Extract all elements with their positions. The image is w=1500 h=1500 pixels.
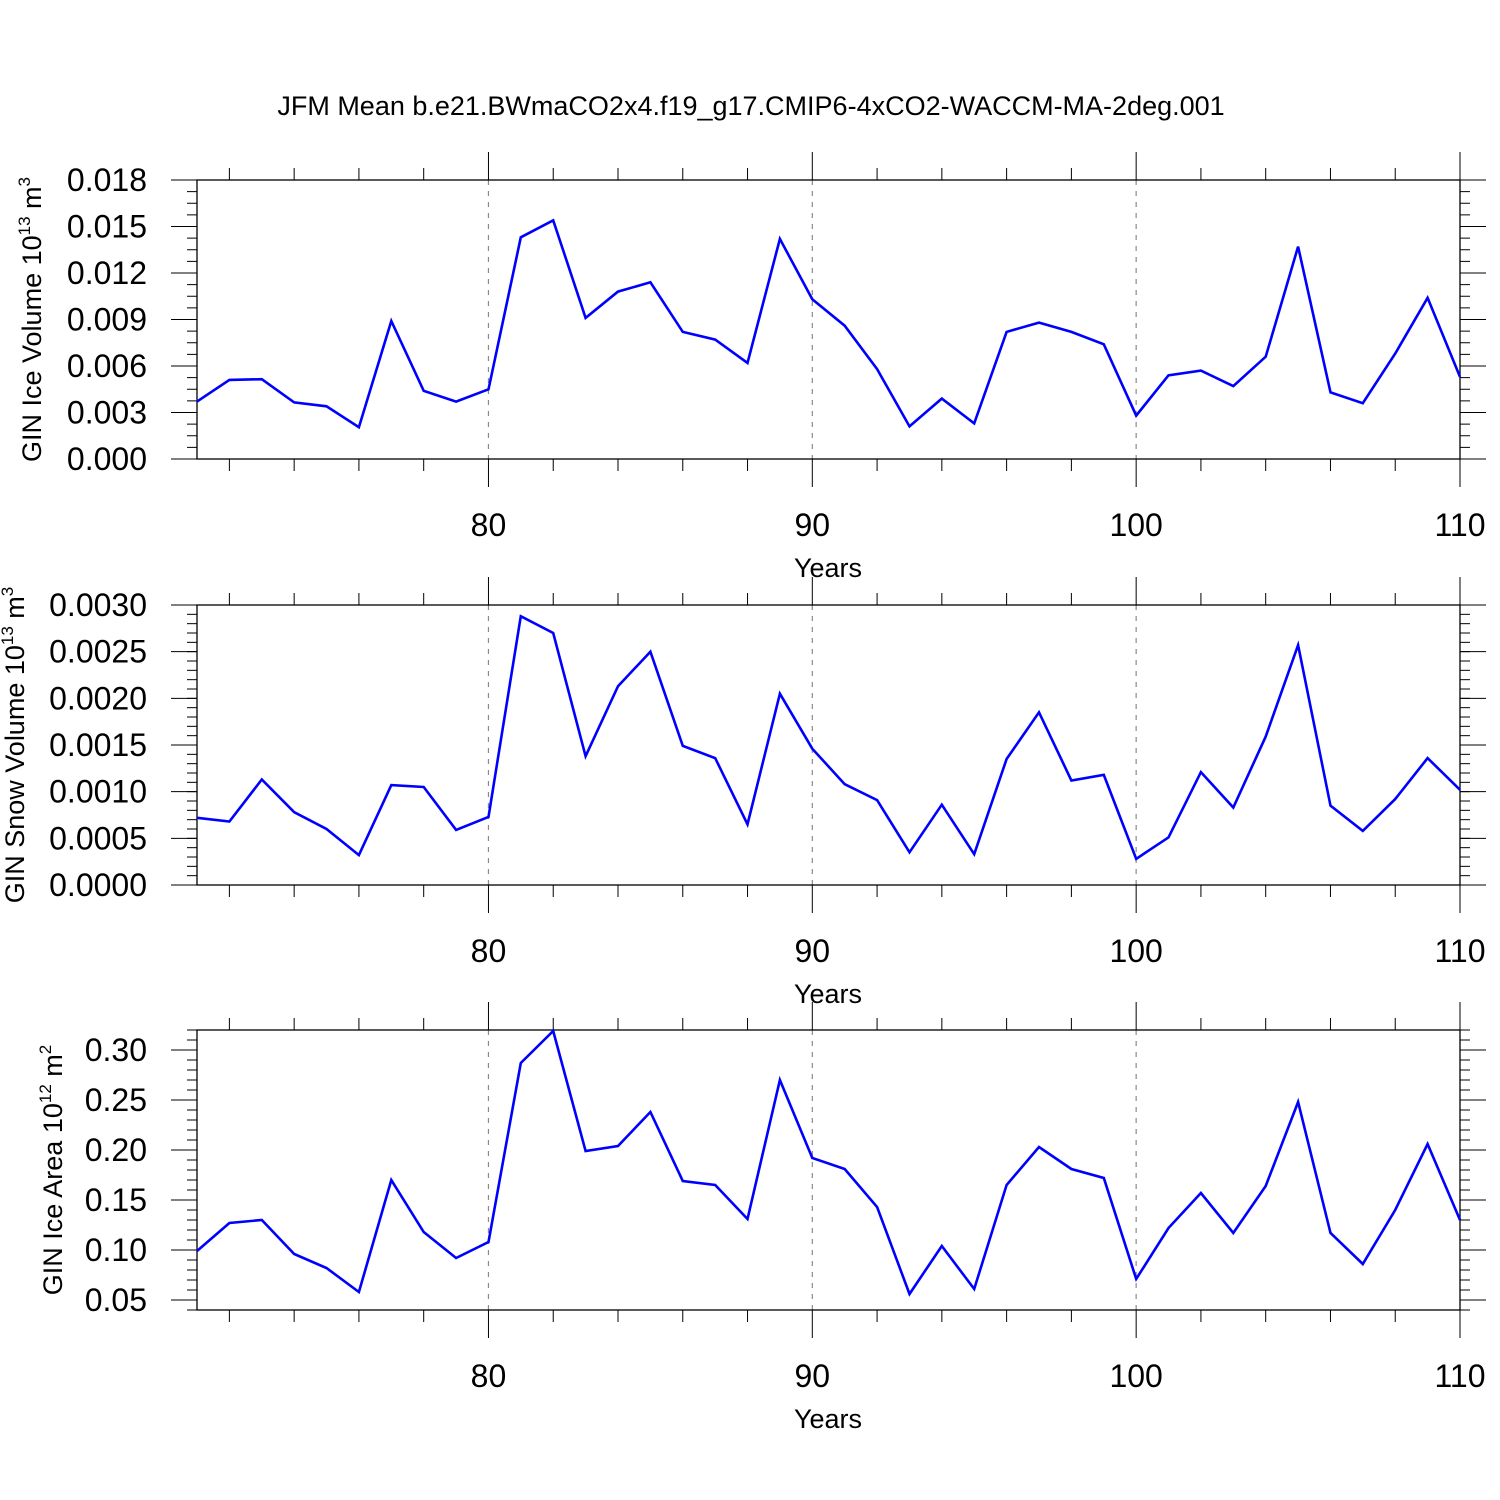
y-tick-label: 0.20 [85, 1132, 147, 1168]
x-tick-label: 110 [1434, 933, 1485, 969]
panels: 80 90 100 110 0.000 0.003 0.006 0.009 0.012 0.015… [0, 152, 1486, 1434]
x-axis-label: Years [794, 553, 862, 583]
y-label-superscript: 12 [36, 1084, 55, 1103]
y-tick-label: 0.25 [85, 1082, 147, 1118]
y-tick-label: 0.0015 [49, 727, 147, 763]
y-tick-label: 0.000 [67, 441, 147, 477]
y-tick-label: 0.0020 [49, 680, 147, 716]
x-tick-label: 100 [1109, 933, 1162, 969]
figure-title: JFM Mean b.e21.BWmaCO2x4.f19_g17.CMIP6-4… [277, 91, 1224, 121]
y-tick-label: 0.05 [85, 1282, 147, 1318]
y-label-superscript: 2 [36, 1045, 55, 1054]
plot-frame [196, 1029, 1461, 1311]
x-tick-label: 80 [471, 507, 507, 543]
x-tick-label: 100 [1109, 1358, 1162, 1394]
panel-3: 80 90 100 110 0.05 0.10 0.15 0.20 0.25 0.30 Years G… [36, 1002, 1486, 1434]
y-label-text: GIN Ice Volume 10 [17, 235, 47, 462]
y-tick-label: 0.10 [85, 1232, 147, 1268]
y-tick-label: 0.15 [85, 1182, 147, 1218]
x-tick-label: 90 [795, 933, 831, 969]
x-tick-label: 90 [795, 507, 831, 543]
x-axis-label: Years [794, 979, 862, 1009]
y-tick-label: 0.30 [85, 1032, 147, 1068]
y-axis-label: GIN Ice Area 1012 m2 [36, 1045, 68, 1296]
y-tick-label: 0.0005 [49, 820, 147, 856]
x-tick-label: 110 [1434, 1358, 1485, 1394]
panel-2: 80 90 100 110 0.0000 0.0005 0.0010 0.0015 0.0020… [0, 577, 1486, 1009]
x-axis-label: Years [794, 1404, 862, 1434]
y-label-text: m [17, 186, 47, 216]
series-line [196, 218, 1462, 430]
y-label-superscript: 13 [15, 216, 34, 235]
series-line [196, 1028, 1462, 1297]
y-tick-label: 0.015 [67, 209, 147, 245]
y-tick-label: 0.012 [67, 255, 147, 291]
y-tick-label: 0.0000 [49, 867, 147, 903]
y-label-text: m [0, 596, 30, 626]
y-label-text: GIN Ice Area 10 [38, 1103, 68, 1295]
y-axis-label: GIN Ice Volume 1013 m3 [15, 177, 47, 462]
y-label-superscript: 3 [0, 587, 17, 596]
series-line [196, 614, 1461, 861]
y-axis-label: GIN Snow Volume 1013 m3 [0, 587, 30, 904]
x-tick-label: 80 [471, 1358, 507, 1394]
x-tick-label: 80 [471, 933, 507, 969]
y-tick-label: 0.009 [67, 302, 147, 338]
plot-frame [196, 604, 1461, 886]
y-label-text: GIN Snow Volume 10 [0, 645, 30, 903]
y-label-superscript: 3 [15, 177, 34, 186]
y-label-superscript: 13 [0, 626, 17, 645]
plot-frame [196, 179, 1461, 460]
y-tick-label: 0.018 [67, 162, 147, 198]
panel-1: 80 90 100 110 0.000 0.003 0.006 0.009 0.012 0.015… [15, 152, 1486, 583]
y-label-text: m [38, 1054, 68, 1084]
y-tick-label: 0.0010 [49, 774, 147, 810]
y-tick-label: 0.0030 [49, 587, 147, 623]
y-tick-label: 0.003 [67, 395, 147, 431]
y-tick-label: 0.0025 [49, 634, 147, 670]
x-tick-label: 100 [1109, 507, 1162, 543]
y-tick-label: 0.006 [67, 348, 147, 384]
x-tick-label: 110 [1434, 507, 1485, 543]
x-tick-label: 90 [795, 1358, 831, 1394]
